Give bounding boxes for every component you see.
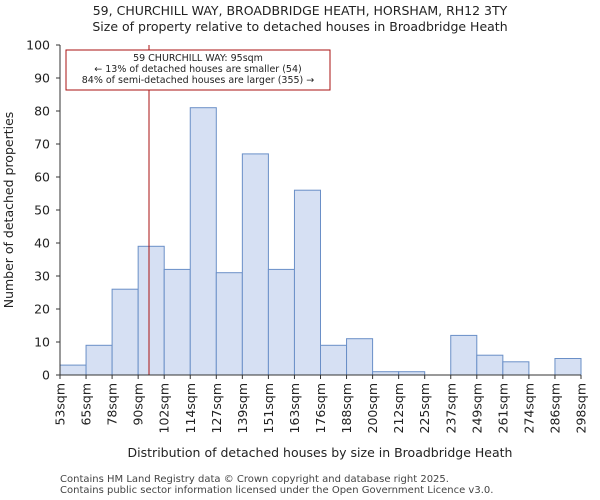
- footer-line-1: Contains HM Land Registry data © Crown c…: [60, 474, 449, 485]
- bar-286sqm: [554, 358, 582, 376]
- bar-188sqm: [346, 338, 374, 376]
- y-tick-label-80: 80: [34, 104, 50, 119]
- y-tick-label-0: 0: [42, 368, 50, 383]
- x-tick-label-127sqm: 127sqm: [209, 383, 224, 433]
- annotation-box: [65, 49, 331, 91]
- bar-65sqm: [85, 344, 113, 376]
- bar-261sqm: [502, 361, 530, 376]
- chart-title: 59, CHURCHILL WAY, BROADBRIDGE HEATH, HO…: [93, 3, 508, 18]
- annotation-line-2: ← 13% of detached houses are smaller (54…: [94, 64, 301, 75]
- bar-78sqm: [111, 288, 139, 376]
- y-tick-label-60: 60: [34, 170, 50, 185]
- bar-53sqm: [59, 364, 87, 376]
- x-tick-label-78sqm: 78sqm: [105, 383, 120, 426]
- x-tick-label-212sqm: 212sqm: [391, 383, 406, 433]
- y-tick-label-70: 70: [34, 137, 50, 152]
- y-tick-label-10: 10: [34, 335, 50, 350]
- bars-group: [59, 107, 582, 376]
- x-tick-label-139sqm: 139sqm: [235, 383, 250, 433]
- bar-102sqm: [163, 268, 191, 376]
- bar-176sqm: [320, 344, 348, 376]
- bar-90sqm: [137, 245, 165, 376]
- annotation-line-1: 59 CHURCHILL WAY: 95sqm: [133, 53, 263, 64]
- y-ticks-group: 0 10 20 30 40 50 60 70 80 90 100: [26, 38, 60, 383]
- bar-249sqm: [476, 354, 504, 376]
- bar-127sqm: [215, 272, 243, 376]
- y-tick-label-90: 90: [34, 71, 50, 86]
- x-ticks-group: 53sqm 65sqm 78sqm 90sqm 102sqm 114sqm 127sqm 13…: [53, 375, 589, 433]
- x-axis-label: Distribution of detached houses by size …: [128, 445, 513, 460]
- x-tick-label-65sqm: 65sqm: [79, 383, 94, 426]
- x-tick-label-274sqm: 274sqm: [521, 383, 536, 433]
- x-tick-label-176sqm: 176sqm: [313, 383, 328, 433]
- annotation-line-3: 84% of semi-detached houses are larger (…: [82, 75, 315, 86]
- footer-line-2: Contains public sector information licen…: [60, 485, 494, 496]
- x-tick-label-286sqm: 286sqm: [547, 383, 562, 433]
- x-tick-label-163sqm: 163sqm: [287, 383, 302, 433]
- y-axis-label: Number of detached properties: [1, 112, 16, 309]
- x-tick-label-151sqm: 151sqm: [261, 383, 276, 433]
- bar-151sqm: [267, 268, 295, 376]
- x-tick-label-114sqm: 114sqm: [183, 383, 198, 433]
- x-tick-label-261sqm: 261sqm: [495, 383, 510, 433]
- y-tick-label-100: 100: [26, 38, 50, 53]
- x-tick-label-225sqm: 225sqm: [417, 383, 432, 433]
- y-tick-label-20: 20: [34, 302, 50, 317]
- x-tick-label-90sqm: 90sqm: [131, 383, 146, 426]
- x-tick-label-298sqm: 298sqm: [574, 383, 589, 433]
- y-tick-label-30: 30: [34, 269, 50, 284]
- chart-subtitle: Size of property relative to detached ho…: [92, 19, 507, 34]
- x-tick-label-200sqm: 200sqm: [365, 383, 380, 433]
- x-tick-label-249sqm: 249sqm: [469, 383, 484, 433]
- y-tick-label-40: 40: [34, 236, 50, 251]
- bar-114sqm: [189, 107, 217, 376]
- bar-139sqm: [241, 153, 269, 376]
- x-tick-label-237sqm: 237sqm: [443, 383, 458, 433]
- x-tick-label-188sqm: 188sqm: [339, 383, 354, 433]
- y-tick-label-50: 50: [34, 203, 50, 218]
- bar-163sqm: [293, 189, 322, 376]
- x-tick-label-53sqm: 53sqm: [53, 383, 68, 426]
- bar-237sqm: [450, 334, 478, 376]
- x-tick-label-102sqm: 102sqm: [157, 383, 172, 433]
